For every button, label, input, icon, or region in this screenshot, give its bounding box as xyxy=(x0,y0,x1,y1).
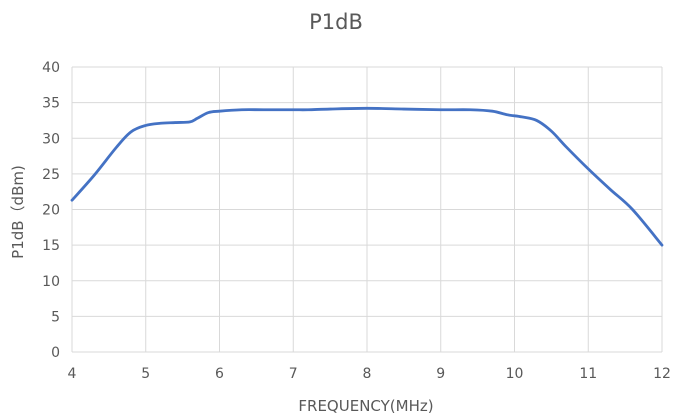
x-tick-label: 12 xyxy=(653,366,671,382)
y-tick-label: 10 xyxy=(42,274,60,290)
x-tick-labels: 4 5 6 7 8 9 10 11 12 xyxy=(68,366,671,382)
y-tick-label: 25 xyxy=(42,167,60,183)
y-tick-label: 20 xyxy=(42,203,60,219)
y-tick-label: 30 xyxy=(42,131,60,147)
y-tick-label: 35 xyxy=(42,96,60,112)
y-tick-label: 15 xyxy=(42,238,60,254)
y-tick-label: 5 xyxy=(51,309,60,325)
x-axis-label: FREQUENCY(MHz) xyxy=(298,397,433,415)
y-tick-labels: 0 5 10 15 20 25 30 35 40 xyxy=(42,60,60,361)
y-tick-label: 40 xyxy=(42,60,60,76)
x-tick-label: 4 xyxy=(68,366,77,382)
y-tick-label: 0 xyxy=(51,345,60,361)
gridlines xyxy=(72,67,662,352)
y-axis-label: P1dB（dBm) xyxy=(9,165,27,259)
x-tick-label: 5 xyxy=(141,366,150,382)
x-tick-label: 8 xyxy=(363,366,372,382)
x-tick-label: 9 xyxy=(436,366,445,382)
x-tick-label: 10 xyxy=(506,366,524,382)
x-tick-label: 11 xyxy=(579,366,597,382)
x-tick-label: 6 xyxy=(215,366,224,382)
chart-title: P1dB xyxy=(309,10,363,34)
x-tick-label: 7 xyxy=(289,366,298,382)
